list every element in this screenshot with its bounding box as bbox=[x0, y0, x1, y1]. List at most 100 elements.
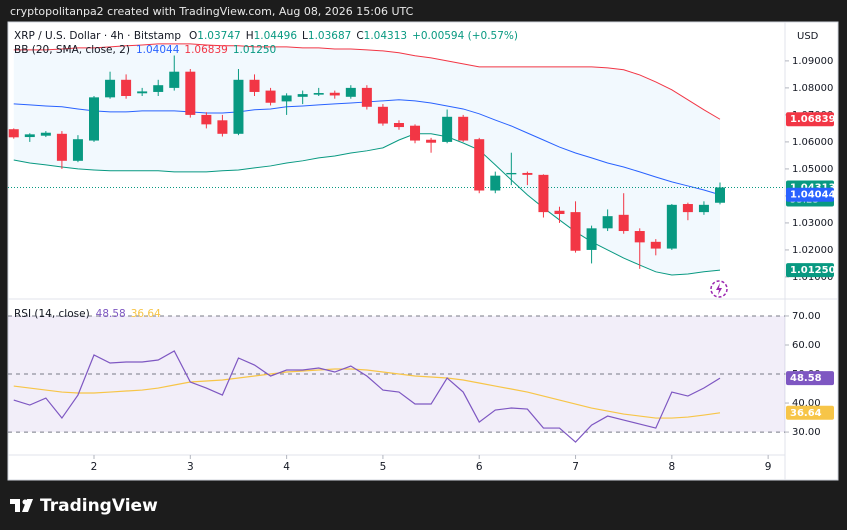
band-tag-bg bbox=[786, 187, 834, 202]
x-tick-label: 4 bbox=[283, 461, 290, 473]
candle-body bbox=[393, 123, 404, 128]
candle-body bbox=[329, 92, 340, 96]
alert-ring bbox=[710, 280, 728, 298]
candle-body bbox=[538, 174, 549, 213]
candle-body bbox=[345, 87, 356, 97]
y-tick-label: 1.01000 bbox=[792, 272, 833, 283]
band-line bbox=[13, 133, 721, 276]
x-tick-label: 3 bbox=[187, 461, 194, 473]
rsi-tag: 48.58 bbox=[790, 373, 822, 384]
y-tick-label: 1.05000 bbox=[792, 164, 833, 175]
band-tag-bg bbox=[786, 263, 834, 278]
y-tick-label: 30.00 bbox=[792, 427, 821, 438]
candle-body bbox=[490, 175, 501, 191]
legend-text: XRP / U.S. Dollar · 4h · Bitstamp bbox=[14, 30, 181, 42]
legend-text: 48.58 bbox=[96, 308, 126, 320]
candle-body bbox=[233, 79, 244, 134]
candle-body bbox=[105, 79, 116, 98]
legend-text: RSI (14, close) bbox=[14, 308, 90, 320]
legend-text: C bbox=[356, 30, 363, 42]
candle-body bbox=[410, 125, 421, 141]
candle-body bbox=[458, 116, 469, 141]
candle-body bbox=[650, 241, 661, 249]
x-tick-label: 6 bbox=[476, 461, 483, 473]
candle-body bbox=[442, 116, 453, 142]
legend-text: +0.00594 (+0.57%) bbox=[412, 30, 518, 42]
candle-body bbox=[682, 204, 693, 213]
candle-body bbox=[185, 71, 196, 115]
currency-label: USD bbox=[797, 31, 819, 42]
rsi-line bbox=[13, 350, 721, 443]
candle-body bbox=[72, 139, 83, 161]
y-tick-label: 40.00 bbox=[792, 398, 821, 409]
legend-text: H bbox=[246, 30, 254, 42]
candle-body bbox=[56, 133, 67, 161]
alert-icon bbox=[710, 280, 728, 298]
header-text: cryptopolitanpa2 created with TradingVie… bbox=[10, 5, 414, 18]
legend-text: BB (20, SMA, close, 2) bbox=[14, 44, 130, 56]
candle-body bbox=[89, 97, 100, 141]
legend-text: 1.04313 bbox=[364, 30, 407, 42]
y-tick-label: 1.06000 bbox=[792, 137, 833, 148]
alert-bolt bbox=[716, 283, 722, 295]
legend-text: 1.03687 bbox=[308, 30, 351, 42]
legend-text: 1.04496 bbox=[254, 30, 298, 42]
candle-body bbox=[586, 228, 597, 250]
band-line bbox=[13, 43, 721, 120]
logo-dot bbox=[22, 499, 28, 505]
candle-body bbox=[666, 204, 677, 249]
rsi-tag: 36.64 bbox=[790, 408, 822, 419]
rsi-tag-bg bbox=[786, 405, 834, 420]
candle-body bbox=[634, 231, 645, 243]
legend-text: 1.04044 bbox=[136, 44, 180, 56]
y-tick-label: 70.00 bbox=[792, 311, 821, 322]
candle-body bbox=[474, 139, 485, 191]
candle-body bbox=[426, 139, 437, 143]
rsi-tag-bg bbox=[786, 371, 834, 386]
candle-body bbox=[249, 79, 260, 92]
footer-logo bbox=[10, 499, 33, 512]
x-tick-label: 9 bbox=[765, 461, 772, 473]
candle-body bbox=[153, 85, 164, 92]
rsi-line bbox=[13, 368, 721, 419]
candle-body bbox=[40, 132, 51, 136]
candle-body bbox=[602, 216, 613, 229]
candle-body bbox=[24, 134, 35, 138]
band-tag-bg bbox=[786, 112, 834, 127]
y-tick-label: 1.03000 bbox=[792, 218, 833, 229]
candle-body bbox=[201, 114, 212, 125]
band-tag: 1.01250 bbox=[790, 265, 836, 276]
legend-text: 1.01250 bbox=[233, 44, 276, 56]
footer-logo-text: TradingView bbox=[40, 496, 158, 516]
candle-body bbox=[121, 79, 132, 96]
candle-body bbox=[137, 91, 148, 94]
candle-body bbox=[377, 106, 388, 124]
legend-text: 36.64 bbox=[131, 308, 161, 320]
candle-body bbox=[217, 120, 228, 134]
x-tick-label: 2 bbox=[91, 461, 98, 473]
candle-body bbox=[313, 93, 324, 95]
candle-body bbox=[361, 87, 372, 107]
candle-body bbox=[281, 95, 292, 102]
band-tag: 1.04044 bbox=[790, 190, 836, 201]
candle-body bbox=[265, 90, 276, 103]
candle-body bbox=[506, 172, 517, 175]
legend-text: 1.06839 bbox=[184, 44, 227, 56]
x-tick-label: 7 bbox=[572, 461, 579, 473]
y-tick-label: 60.00 bbox=[792, 340, 821, 351]
x-tick-label: 8 bbox=[668, 461, 675, 473]
y-tick-label: 1.02000 bbox=[792, 245, 833, 256]
candle-body bbox=[297, 94, 308, 97]
candle-body bbox=[714, 187, 725, 203]
candle-body bbox=[554, 210, 565, 215]
band-tag: 1.06839 bbox=[790, 114, 836, 125]
legend-text: L bbox=[302, 30, 308, 42]
candle-body bbox=[570, 212, 581, 251]
legend-text: 1.03747 bbox=[197, 30, 240, 42]
candle-body bbox=[169, 71, 180, 88]
legend-text: O bbox=[189, 30, 197, 42]
x-tick-label: 5 bbox=[380, 461, 387, 473]
candle-body bbox=[522, 172, 533, 175]
